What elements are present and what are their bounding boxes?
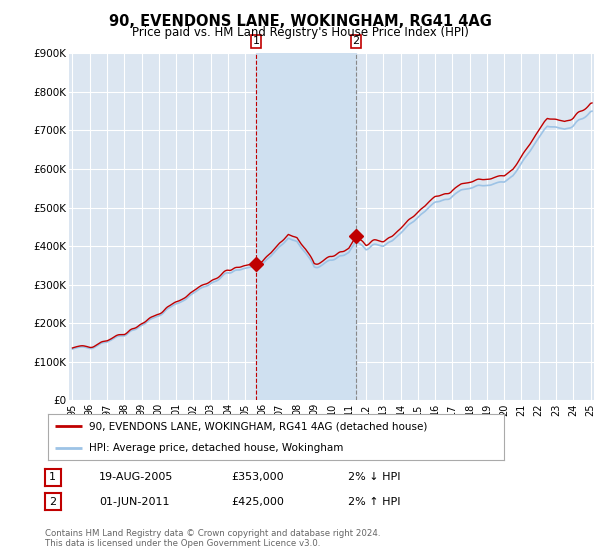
Text: Contains HM Land Registry data © Crown copyright and database right 2024.
This d: Contains HM Land Registry data © Crown c… (45, 529, 380, 548)
Text: 90, EVENDONS LANE, WOKINGHAM, RG41 4AG: 90, EVENDONS LANE, WOKINGHAM, RG41 4AG (109, 14, 491, 29)
Text: 2% ↑ HPI: 2% ↑ HPI (348, 497, 401, 507)
Text: 2% ↓ HPI: 2% ↓ HPI (348, 472, 401, 482)
Text: 19-AUG-2005: 19-AUG-2005 (99, 472, 173, 482)
Text: £425,000: £425,000 (231, 497, 284, 507)
Text: 90, EVENDONS LANE, WOKINGHAM, RG41 4AG (detached house): 90, EVENDONS LANE, WOKINGHAM, RG41 4AG (… (89, 421, 427, 431)
Text: HPI: Average price, detached house, Wokingham: HPI: Average price, detached house, Woki… (89, 444, 343, 454)
Text: 1: 1 (253, 36, 260, 46)
Text: 2: 2 (352, 36, 359, 46)
Text: 2: 2 (49, 497, 56, 507)
Text: £353,000: £353,000 (231, 472, 284, 482)
Text: 1: 1 (49, 472, 56, 482)
Text: 01-JUN-2011: 01-JUN-2011 (99, 497, 170, 507)
Bar (256, 53, 356, 400)
Text: Price paid vs. HM Land Registry's House Price Index (HPI): Price paid vs. HM Land Registry's House … (131, 26, 469, 39)
